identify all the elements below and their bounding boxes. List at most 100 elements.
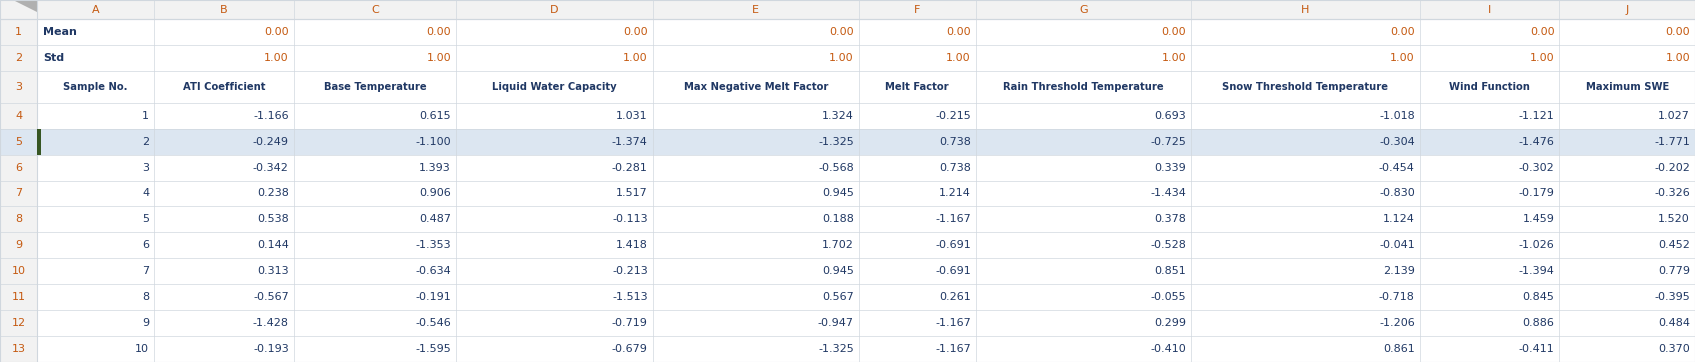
Text: -0.302: -0.302 (1519, 163, 1554, 173)
Bar (154, 19, 293, 45)
Text: 0.299: 0.299 (1154, 318, 1186, 328)
Bar (1559, 0, 1695, 19)
Bar (456, 206, 653, 232)
Text: 4: 4 (142, 189, 149, 198)
Text: Rain Threshold Temperature: Rain Threshold Temperature (1003, 82, 1164, 92)
Text: 0.845: 0.845 (1522, 292, 1554, 302)
Text: -1.166: -1.166 (253, 111, 288, 121)
Text: 0.00: 0.00 (264, 27, 288, 37)
Text: 0.738: 0.738 (939, 136, 971, 147)
Bar (0, 232, 37, 258)
Bar (976, 129, 1192, 155)
Text: 12: 12 (12, 318, 25, 328)
Text: 4: 4 (15, 111, 22, 121)
Bar (653, 336, 859, 362)
Text: 1.00: 1.00 (1531, 53, 1554, 63)
Text: -0.191: -0.191 (415, 292, 451, 302)
Bar (653, 258, 859, 284)
Bar (1420, 310, 1559, 336)
Text: 0.886: 0.886 (1522, 318, 1554, 328)
Bar (976, 181, 1192, 206)
Text: 0.261: 0.261 (939, 292, 971, 302)
Text: 0.00: 0.00 (1531, 27, 1554, 37)
Text: -1.353: -1.353 (415, 240, 451, 251)
Bar (859, 181, 976, 206)
Bar (1192, 284, 1420, 310)
Text: -1.100: -1.100 (415, 136, 451, 147)
Bar (293, 310, 456, 336)
Bar (976, 336, 1192, 362)
Text: -1.026: -1.026 (1519, 240, 1554, 251)
Bar (154, 336, 293, 362)
Text: -0.454: -0.454 (1380, 163, 1415, 173)
Bar (456, 310, 653, 336)
Bar (37, 103, 154, 129)
Bar (653, 71, 859, 103)
Bar (456, 232, 653, 258)
Text: 1.520: 1.520 (1658, 214, 1690, 224)
Bar (1192, 71, 1420, 103)
Text: -0.179: -0.179 (1519, 189, 1554, 198)
Text: 0.378: 0.378 (1154, 214, 1186, 224)
Text: -0.634: -0.634 (415, 266, 451, 276)
Bar (1559, 232, 1695, 258)
Text: 1.027: 1.027 (1658, 111, 1690, 121)
Bar (976, 232, 1192, 258)
Bar (1420, 155, 1559, 181)
Bar (976, 19, 1192, 45)
Text: 0.906: 0.906 (419, 189, 451, 198)
Bar (1420, 206, 1559, 232)
Text: 1.00: 1.00 (1161, 53, 1186, 63)
Text: -0.725: -0.725 (1151, 136, 1186, 147)
Text: 1.031: 1.031 (615, 111, 647, 121)
Text: Sample No.: Sample No. (63, 82, 127, 92)
Text: -1.771: -1.771 (1654, 136, 1690, 147)
Bar (1192, 336, 1420, 362)
Text: 1.517: 1.517 (615, 189, 647, 198)
Bar (293, 181, 456, 206)
Text: -1.325: -1.325 (819, 344, 854, 354)
Bar (1559, 19, 1695, 45)
Bar (1559, 71, 1695, 103)
Bar (293, 284, 456, 310)
Bar (154, 206, 293, 232)
Text: 0.452: 0.452 (1658, 240, 1690, 251)
Bar (0, 310, 37, 336)
Text: -0.411: -0.411 (1519, 344, 1554, 354)
Bar (154, 129, 293, 155)
Bar (456, 129, 653, 155)
Bar (1420, 45, 1559, 71)
Bar (1192, 206, 1420, 232)
Text: 6: 6 (15, 163, 22, 173)
Bar (0, 103, 37, 129)
Text: 1.00: 1.00 (1666, 53, 1690, 63)
Text: 5: 5 (142, 214, 149, 224)
Text: 0.00: 0.00 (427, 27, 451, 37)
Bar (293, 206, 456, 232)
Bar (1559, 284, 1695, 310)
Text: 0.00: 0.00 (1390, 27, 1415, 37)
Bar (154, 232, 293, 258)
Text: 0.851: 0.851 (1154, 266, 1186, 276)
Text: -1.434: -1.434 (1151, 189, 1186, 198)
Bar (1192, 181, 1420, 206)
Text: C: C (371, 5, 378, 14)
Text: E: E (753, 5, 759, 14)
Bar (37, 45, 154, 71)
Text: 0.144: 0.144 (258, 240, 288, 251)
Text: -0.528: -0.528 (1151, 240, 1186, 251)
Bar (37, 129, 154, 155)
Bar (1559, 45, 1695, 71)
Text: 0.00: 0.00 (1161, 27, 1186, 37)
Bar (1420, 103, 1559, 129)
Bar (859, 284, 976, 310)
Text: 0.00: 0.00 (1666, 27, 1690, 37)
Text: Melt Factor: Melt Factor (885, 82, 949, 92)
Text: Liquid Water Capacity: Liquid Water Capacity (492, 82, 617, 92)
Bar (293, 129, 456, 155)
Text: -1.018: -1.018 (1380, 111, 1415, 121)
Text: F: F (914, 5, 920, 14)
Text: 3: 3 (142, 163, 149, 173)
Text: -1.121: -1.121 (1519, 111, 1554, 121)
Bar (37, 0, 154, 19)
